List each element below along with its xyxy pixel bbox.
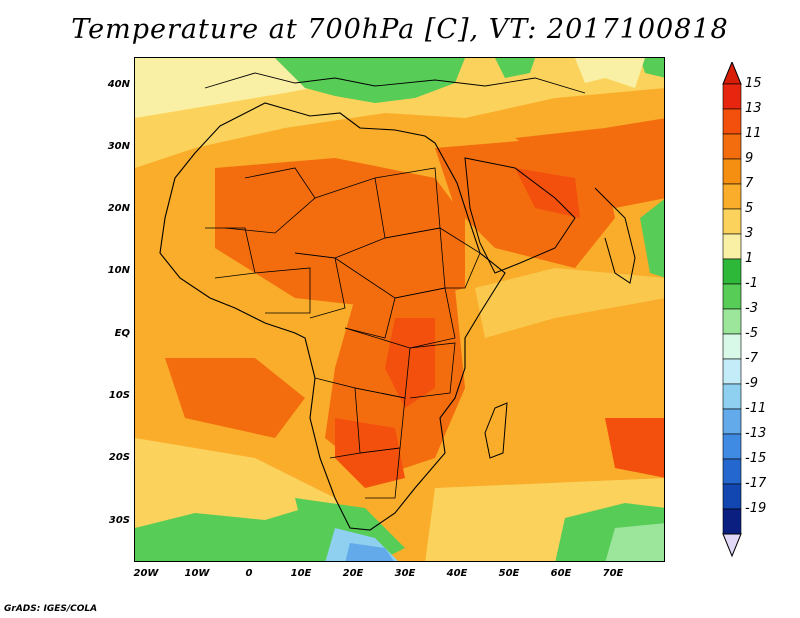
temperature-field bbox=[135, 58, 664, 561]
colorbar-label: -13 bbox=[745, 426, 767, 441]
colorbar-cell bbox=[722, 133, 742, 160]
colorbar-cell bbox=[722, 208, 742, 235]
lat-label-40n: 40N bbox=[107, 79, 130, 90]
colorbar-label: 3 bbox=[745, 226, 754, 241]
colorbar-cell bbox=[722, 233, 742, 260]
field-ne-pale bbox=[575, 58, 645, 88]
colorbar-cell bbox=[722, 408, 742, 435]
country-borders bbox=[205, 167, 481, 499]
field-iran-hot bbox=[515, 118, 664, 208]
field-southern-africa-hotter bbox=[335, 418, 405, 488]
colorbar-label: 1 bbox=[745, 251, 754, 266]
lon-label-0: 0 bbox=[245, 568, 253, 579]
lon-label-10w: 10W bbox=[184, 568, 210, 579]
lat-label-30s: 30S bbox=[108, 515, 130, 526]
colorbar-label: -15 bbox=[745, 451, 767, 466]
lon-label-40e: 40E bbox=[446, 568, 468, 579]
lat-label-10s: 10S bbox=[108, 390, 130, 401]
field-mediterranean bbox=[275, 58, 465, 103]
field-sahara-hot bbox=[215, 158, 465, 308]
colorbar-label: 13 bbox=[745, 101, 762, 116]
colorbar-cell bbox=[722, 458, 742, 485]
colorbar-cell bbox=[722, 183, 742, 210]
colorbar-label: -1 bbox=[745, 276, 758, 291]
colorbar-bottom-arrow bbox=[722, 533, 742, 558]
field-north-east-green bbox=[495, 58, 535, 78]
colorbar-label: 11 bbox=[745, 126, 762, 141]
field-india-green bbox=[640, 199, 664, 278]
field-south-colder bbox=[345, 543, 394, 561]
colorbar-cell bbox=[722, 308, 742, 335]
colorbar-label: 7 bbox=[745, 176, 754, 191]
lat-label-30n: 30N bbox=[107, 141, 130, 152]
colorbar-label: -11 bbox=[745, 401, 767, 416]
colorbar-cell bbox=[722, 158, 742, 185]
colorbar-label: -9 bbox=[745, 376, 758, 391]
lat-label-10n: 10N bbox=[107, 265, 130, 276]
field-east-pale bbox=[475, 268, 664, 338]
lon-label-20w: 20W bbox=[133, 568, 159, 579]
africa-coastline bbox=[159, 102, 506, 531]
lon-label-20e: 20E bbox=[342, 568, 364, 579]
lon-label-30e: 30E bbox=[394, 568, 416, 579]
india-coastline bbox=[594, 187, 636, 284]
colorbar-cell bbox=[722, 383, 742, 410]
field-ne-corner-green bbox=[640, 58, 664, 78]
colorbar-cell bbox=[722, 83, 742, 110]
colorbar-cell bbox=[722, 483, 742, 510]
colorbar-cell bbox=[722, 258, 742, 285]
lon-label-60e: 60E bbox=[550, 568, 572, 579]
colorbar-label: -19 bbox=[745, 501, 767, 516]
colorbar-label: -3 bbox=[745, 301, 758, 316]
lon-label-50e: 50E bbox=[498, 568, 520, 579]
colorbar-cell bbox=[722, 108, 742, 135]
colorbar-label: -5 bbox=[745, 326, 758, 341]
lat-label-20n: 20N bbox=[107, 203, 130, 214]
temperature-map bbox=[134, 57, 665, 562]
credit-text: GrADS: IGES/COLA bbox=[4, 604, 98, 614]
field-south-indian-pale bbox=[605, 523, 664, 561]
map-title: Temperature at 700hPa [C], VT: 201710081… bbox=[71, 14, 729, 45]
colorbar-cell bbox=[722, 283, 742, 310]
colorbar-top-arrow bbox=[722, 62, 742, 85]
colorbar-label: -17 bbox=[745, 476, 767, 491]
lat-label-eq: EQ bbox=[114, 328, 130, 339]
colorbar-label: -7 bbox=[745, 351, 758, 366]
madagascar-coastline bbox=[484, 402, 508, 459]
colorbar bbox=[722, 62, 742, 558]
arabia-coastline bbox=[464, 157, 576, 274]
europe-coastline bbox=[204, 72, 586, 94]
colorbar-label: 15 bbox=[745, 76, 762, 91]
colorbar-cell bbox=[722, 358, 742, 385]
colorbar-label: 9 bbox=[745, 151, 754, 166]
colorbar-cell bbox=[722, 433, 742, 460]
colorbar-label: 5 bbox=[745, 201, 754, 216]
colorbar-cell bbox=[722, 333, 742, 360]
lon-label-70e: 70E bbox=[602, 568, 624, 579]
colorbar-cells bbox=[722, 83, 742, 535]
colorbar-cell bbox=[722, 508, 742, 535]
field-indian-ocean-hot bbox=[605, 418, 664, 478]
field-great-lakes-hotter bbox=[385, 318, 435, 408]
field-atlantic-hot bbox=[165, 358, 305, 438]
lon-label-10e: 10E bbox=[290, 568, 312, 579]
lat-label-20s: 20S bbox=[108, 452, 130, 463]
